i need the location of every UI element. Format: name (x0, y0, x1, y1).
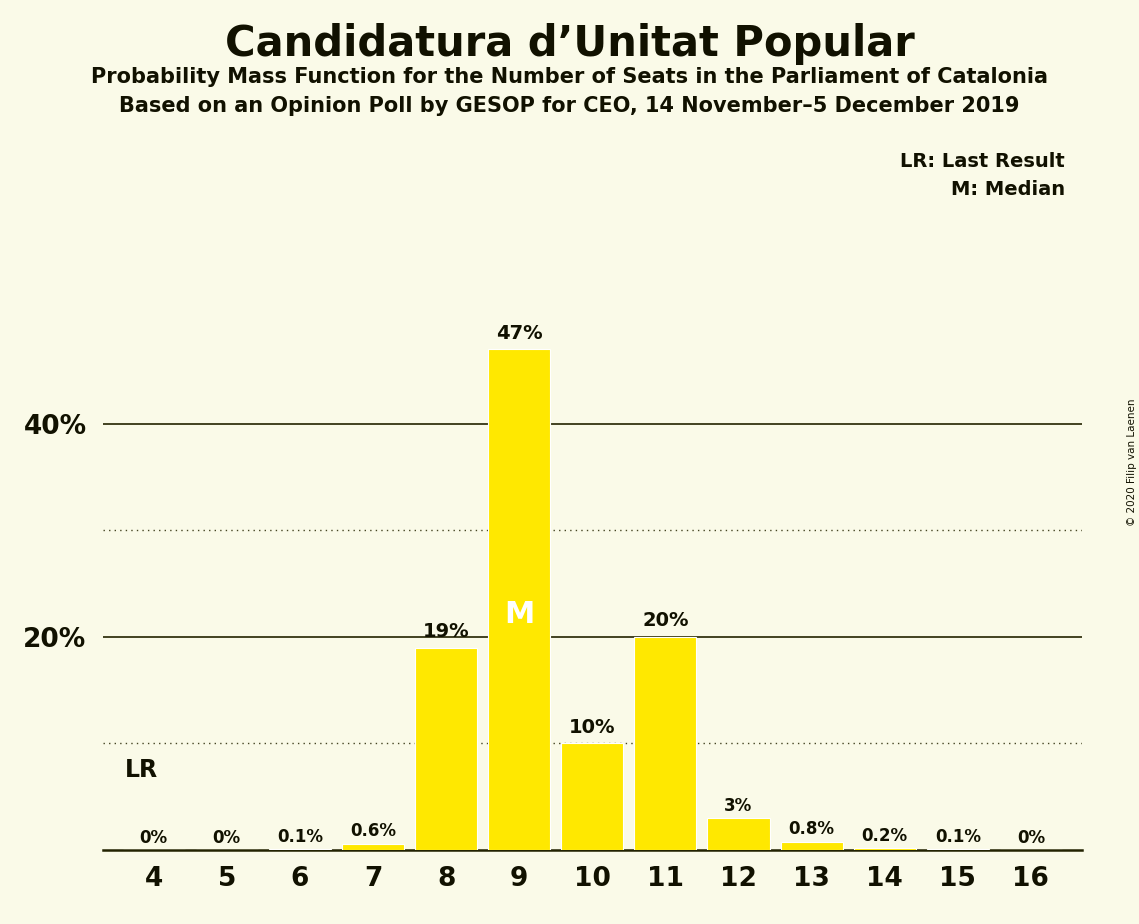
Text: LR: LR (124, 758, 157, 782)
Bar (634, 637, 696, 850)
Bar (927, 849, 989, 850)
Text: 0.1%: 0.1% (277, 828, 322, 845)
Text: Candidatura d’Unitat Popular: Candidatura d’Unitat Popular (224, 23, 915, 65)
Text: 0%: 0% (213, 829, 240, 847)
Text: 3%: 3% (724, 796, 753, 815)
Text: 47%: 47% (495, 323, 542, 343)
Text: 0%: 0% (140, 829, 167, 847)
Text: 0.1%: 0.1% (935, 828, 981, 845)
Bar (562, 744, 623, 850)
Bar (707, 818, 770, 850)
Text: 0%: 0% (1017, 829, 1044, 847)
Text: 19%: 19% (423, 622, 469, 641)
Text: 0.8%: 0.8% (788, 821, 835, 838)
Text: © 2020 Filip van Laenen: © 2020 Filip van Laenen (1126, 398, 1137, 526)
Bar (780, 842, 843, 850)
Bar (269, 849, 331, 850)
Text: M: Median: M: Median (951, 180, 1065, 200)
Text: 0.6%: 0.6% (350, 822, 396, 841)
Text: 10%: 10% (570, 718, 615, 737)
Text: Probability Mass Function for the Number of Seats in the Parliament of Catalonia: Probability Mass Function for the Number… (91, 67, 1048, 87)
Text: M: M (503, 600, 534, 629)
Text: 0.2%: 0.2% (861, 827, 908, 845)
Text: LR: Last Result: LR: Last Result (900, 152, 1065, 172)
Text: 20%: 20% (642, 612, 689, 630)
Bar (489, 349, 550, 850)
Bar (342, 844, 404, 850)
Text: Based on an Opinion Poll by GESOP for CEO, 14 November–5 December 2019: Based on an Opinion Poll by GESOP for CE… (120, 96, 1019, 116)
Bar (853, 848, 916, 850)
Bar (415, 648, 477, 850)
